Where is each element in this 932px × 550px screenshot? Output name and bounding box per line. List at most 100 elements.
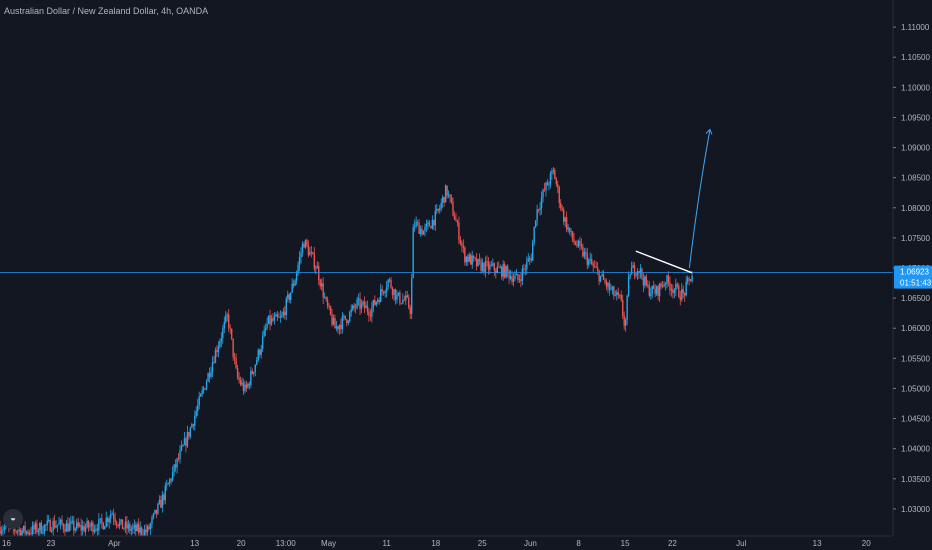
candle-body [545,182,547,191]
y-tick-label: 1.10500 [901,53,930,62]
candle-body [517,273,519,280]
candle-body [248,383,251,386]
candle-body [176,458,178,468]
x-tick-label: 11 [383,539,392,548]
x-tick-label: 20 [862,539,871,548]
candle-body [123,527,125,529]
candle-body [46,520,48,526]
candle-body [540,197,543,209]
candle-body [214,350,217,363]
candle-body [645,276,648,286]
x-tick-label: 13:00 [276,539,297,548]
candle-body [205,381,208,390]
candle-body [641,268,643,278]
candle-body [593,265,596,267]
candle-body [14,528,16,532]
price-axis[interactable]: 1.11000 1.10500 1.10000 1.09500 1.09000 1.085… [892,0,932,550]
candle-body [642,277,645,286]
candle-body [322,283,324,298]
candle-body [546,182,549,186]
candle-body [505,266,507,278]
candle-body [89,526,91,528]
candle-body [208,373,211,377]
candle-body [146,526,149,533]
candle-body [266,323,268,329]
tradingview-logo-icon[interactable]: ◒ [3,509,23,529]
candle-body [163,494,165,501]
candle-body [34,523,37,530]
candle-body [245,384,248,388]
candle-body [331,314,333,325]
candle-body [228,314,230,328]
candle-body [427,222,429,225]
candle-body [472,255,475,258]
candle-body [406,295,408,298]
candle-body [112,514,115,519]
candle-body [394,289,397,300]
candle-body [616,292,618,296]
candle-body [81,525,84,531]
candle-body [174,464,177,468]
candle-body [592,263,594,266]
candle-body [585,251,587,254]
candle-body [425,224,428,228]
candle-body [210,371,212,377]
candle-body [436,208,438,211]
candle-body [189,427,192,437]
candle-body [396,294,398,300]
y-tick-label: 1.03500 [901,475,930,484]
y-tick-label: 1.10000 [901,83,930,92]
candle-body [570,231,572,233]
candle-body [673,290,676,293]
candle-body [129,524,131,531]
candle-body [0,526,1,534]
candle-body [19,529,22,537]
candle-body [0,531,3,534]
candle-body [244,384,246,392]
candle-body [95,528,97,530]
candle-body [691,275,693,282]
candle-body [354,307,357,309]
candle-body [118,522,121,527]
candle-body [664,283,667,285]
candle-body [444,185,447,203]
candle-body [512,278,515,283]
candle-body [232,338,234,357]
candle-body [391,287,394,295]
candle-body [422,230,425,235]
candle-body [199,394,202,397]
candle-body [412,227,414,279]
candle-body [213,362,215,364]
candle-body [523,268,525,270]
candle-body [158,499,161,504]
candle-body [120,519,122,523]
candle-body [622,300,624,316]
candle-body [424,227,426,231]
candle-body [164,485,166,501]
candle-body [526,261,528,270]
candle-body [287,294,289,299]
candle-body [344,315,346,320]
candle-body [638,270,640,273]
candle-body [127,524,130,529]
candle-body [565,217,568,230]
y-tick-label: 1.05500 [901,354,930,363]
candle-body [251,371,254,374]
candle-body [180,446,183,451]
candle-body [495,270,497,273]
candle-body [464,247,466,263]
candle-body [148,526,150,530]
candle-body [688,278,690,280]
candle-body [204,388,206,390]
candle-body [402,299,404,304]
candle-body [411,278,413,314]
candle-body [481,262,484,271]
time-axis[interactable]: 16 23 Apr 13 20 13:00 May 11 18 25 Jun 8 15 22 Jul 13 20 [0,535,893,550]
candle-body [576,244,578,247]
candle-body [194,415,196,426]
candle-body [400,303,403,305]
candle-body [197,405,199,411]
candle-body [439,208,441,211]
candle-body [653,285,655,289]
